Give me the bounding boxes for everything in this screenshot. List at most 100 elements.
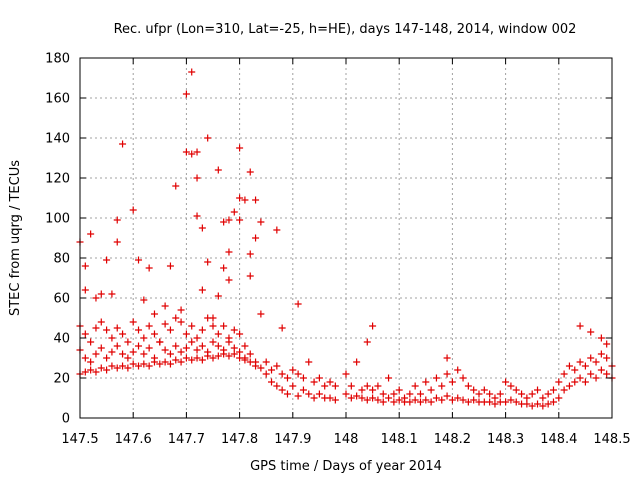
data-point [347,382,355,390]
data-point [406,398,414,406]
data-point [225,352,233,360]
data-point [103,256,111,264]
data-point [188,150,196,158]
data-point [342,370,350,378]
data-point [315,374,323,382]
data-point [108,290,116,298]
data-point [353,392,361,400]
axis-ticks [79,57,613,419]
x-axis-title: GPS time / Days of year 2014 [250,459,442,474]
data-point [241,356,249,364]
data-point [198,356,206,364]
data-point [214,292,222,300]
data-point [92,368,100,376]
data-point [135,326,143,334]
data-point [225,338,233,346]
data-point [113,216,121,224]
data-point [347,394,355,402]
data-point [252,196,260,204]
data-point [135,362,143,370]
data-point [555,378,563,386]
y-tick-label: 180 [45,52,70,67]
x-tick-label: 148.1 [381,432,418,447]
data-point [555,394,563,402]
y-tick-label: 120 [45,172,70,187]
data-point [177,358,185,366]
data-point [119,140,127,148]
data-point [438,396,446,404]
data-point [113,324,121,332]
data-point [140,296,148,304]
data-point [92,294,100,302]
data-point [331,382,339,390]
data-point [395,396,403,404]
data-point [310,394,318,402]
data-point [145,344,153,352]
data-point [411,382,419,390]
data-point [289,382,297,390]
data-point [188,68,196,76]
data-point [576,322,584,330]
data-point [236,330,244,338]
data-point [507,382,515,390]
data-point [81,330,89,338]
data-point [177,348,185,356]
data-point [603,340,611,348]
data-point [491,400,499,408]
data-point [198,326,206,334]
data-point [119,330,127,338]
data-point [427,386,435,394]
data-point [390,398,398,406]
data-point [188,356,196,364]
data-point [560,370,568,378]
data-point [161,346,169,354]
x-tick-label: 148.2 [434,432,471,447]
data-point [443,392,451,400]
data-point [198,286,206,294]
data-point [283,374,291,382]
data-point [156,360,164,368]
data-point [363,396,371,404]
data-point [299,374,307,382]
data-point [353,358,361,366]
data-point [129,348,137,356]
data-point [385,394,393,402]
data-point [443,370,451,378]
data-point [411,396,419,404]
data-point [225,216,233,224]
data-point [470,396,478,404]
data-point [150,358,158,366]
y-tick-labels: 0 20 40 60 80 100 120 140 160 180 [45,52,70,427]
y-tick-label: 100 [45,212,70,227]
data-point [257,310,265,318]
data-point [257,218,265,226]
grid [80,58,612,418]
x-tick-label: 148.4 [540,432,577,447]
data-point [150,310,158,318]
data-point [283,390,291,398]
x-tick-label: 147.9 [274,432,311,447]
x-tick-label: 147.8 [221,432,258,447]
data-point [406,390,414,398]
x-tick-label: 147.6 [115,432,152,447]
data-point [108,334,116,342]
data-point [193,346,201,354]
data-point [209,322,217,330]
data-point [188,322,196,330]
data-point [422,396,430,404]
x-tick-label: 148 [334,432,359,447]
data-point [470,386,478,394]
data-point [459,396,467,404]
data-point [326,378,334,386]
data-point [369,386,377,394]
data-point [81,262,89,270]
y-axis-title: STEC from uqrg / TECUs [8,160,23,316]
data-point [87,366,95,374]
data-point [166,360,174,368]
data-point [103,366,111,374]
data-point [581,362,589,370]
data-point [257,364,265,372]
data-point [119,350,127,358]
data-point [246,250,254,258]
data-point [528,390,536,398]
